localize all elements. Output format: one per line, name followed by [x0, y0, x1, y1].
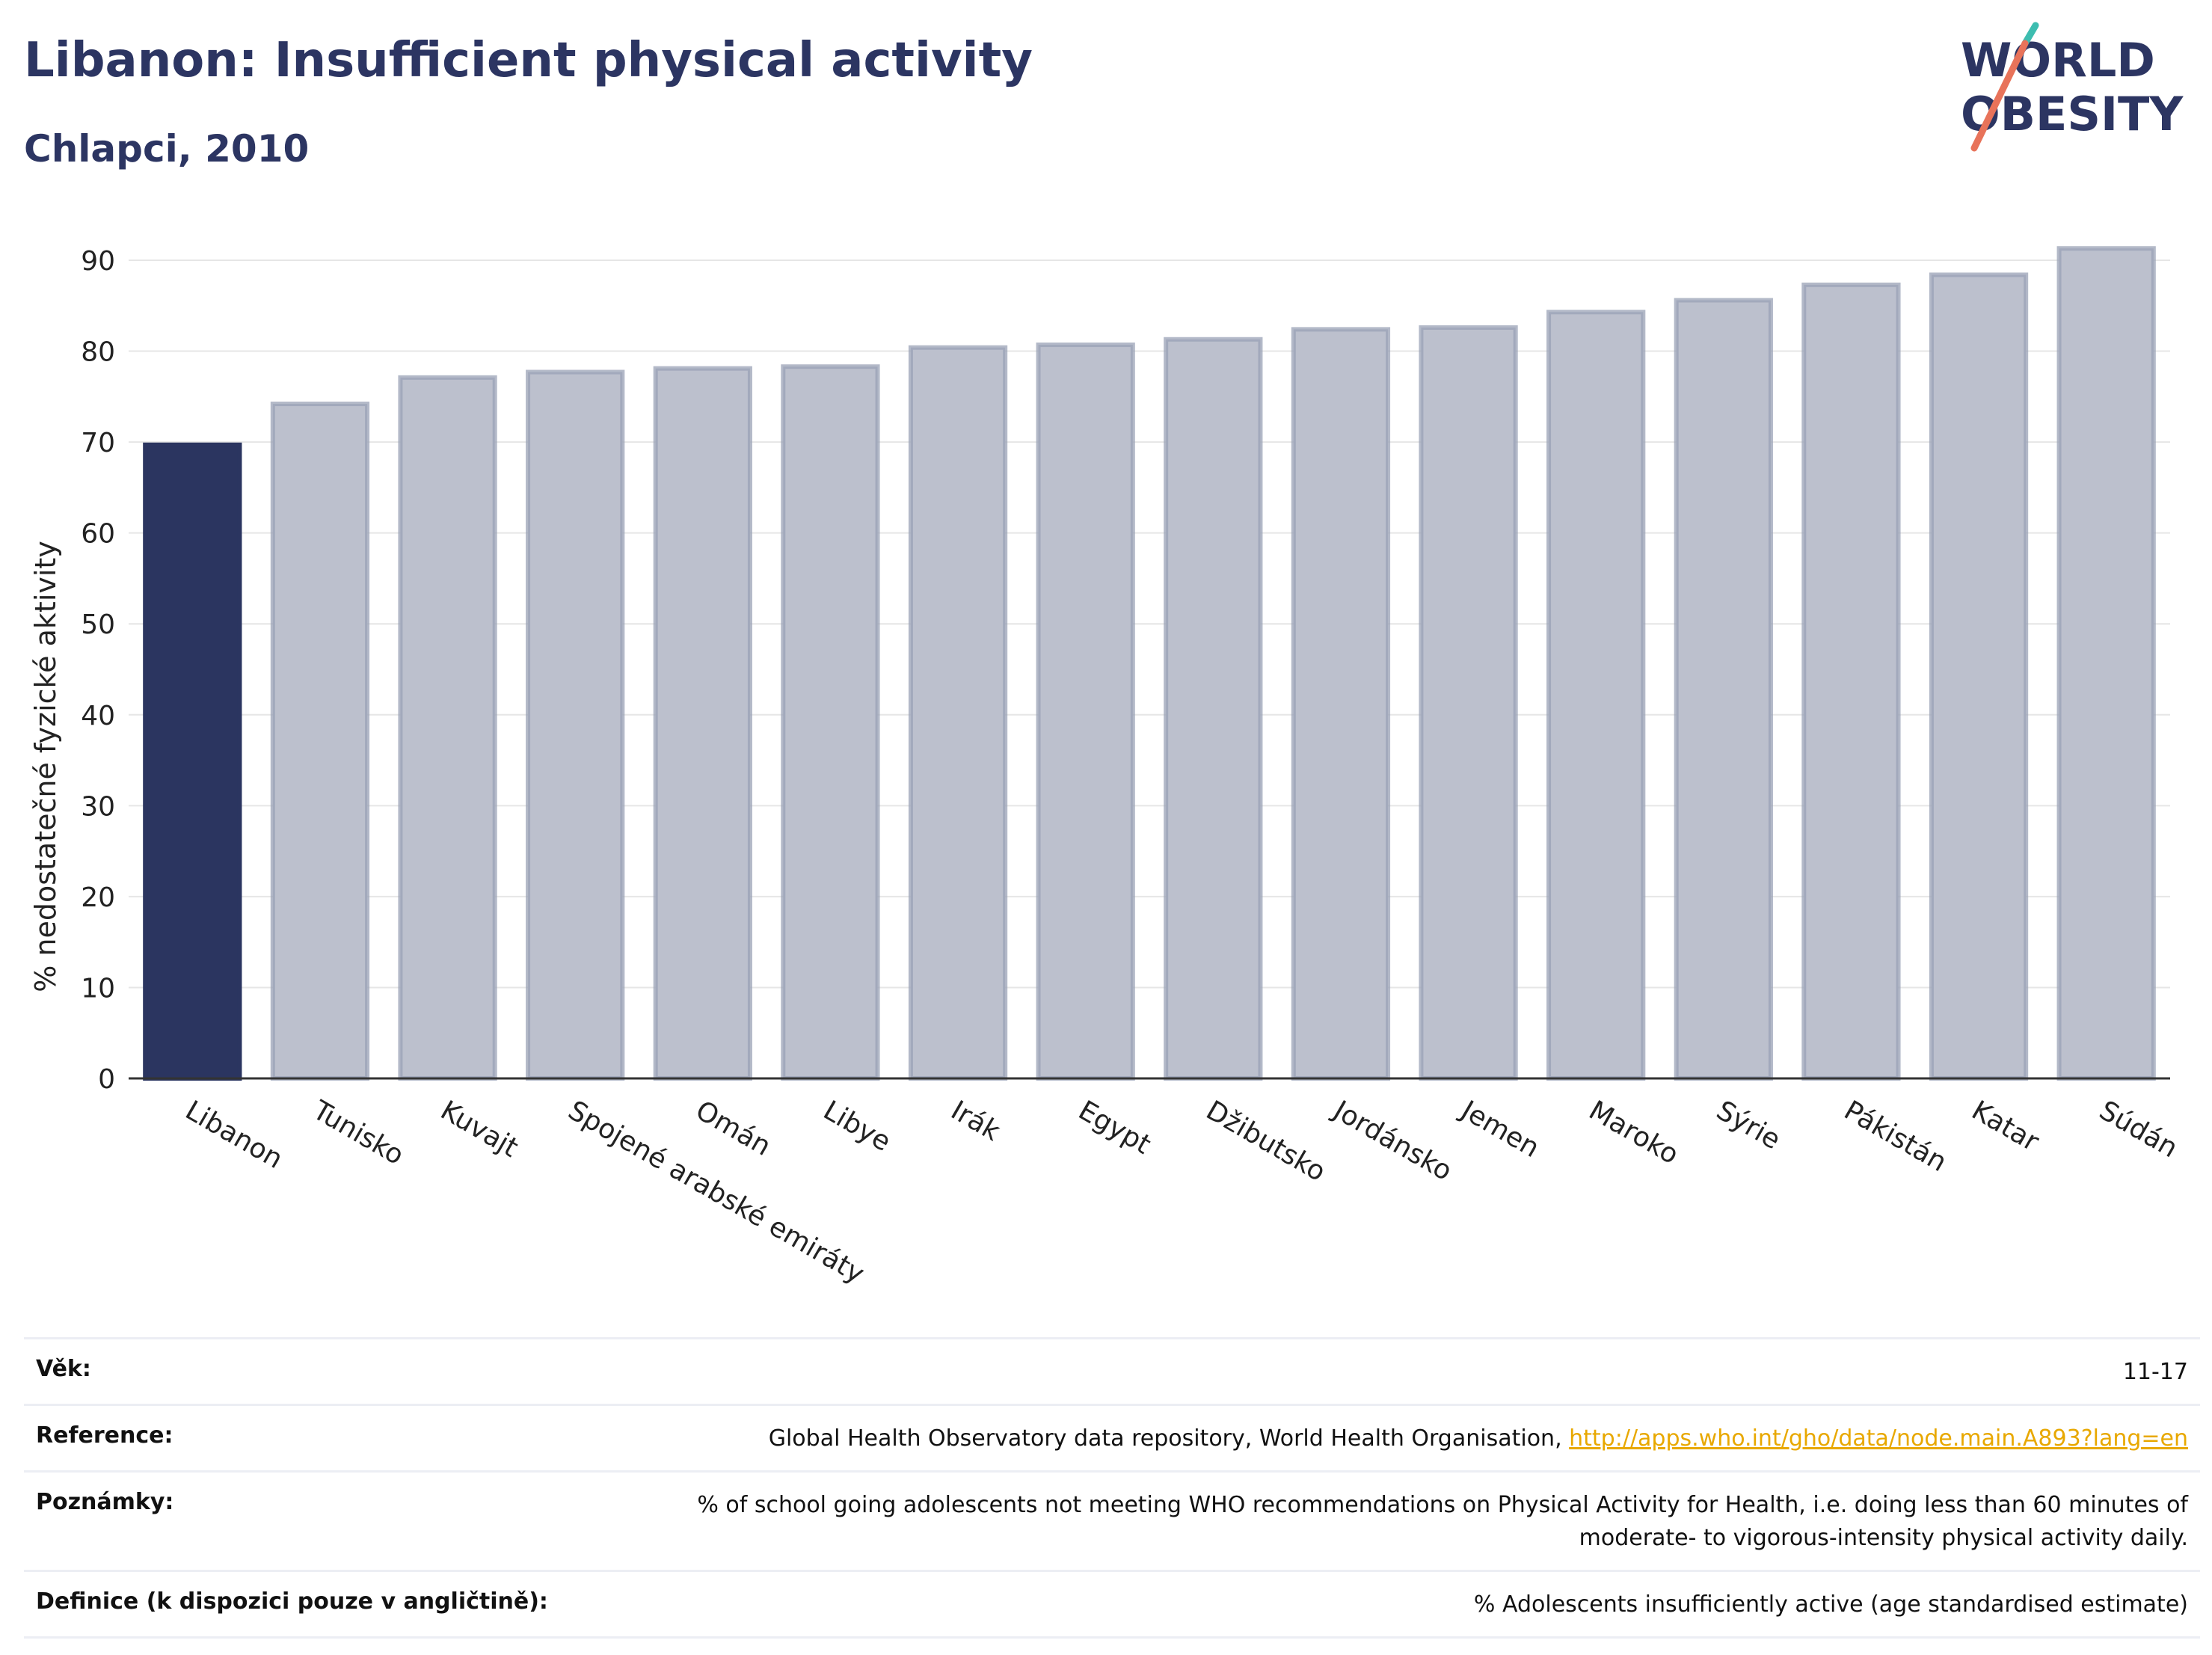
- reference-label: Reference:: [36, 1422, 173, 1449]
- notes-line1: % of school going adolescents not meetin…: [697, 1492, 2188, 1518]
- x-tick-label: Maroko: [1584, 1095, 1684, 1170]
- meta-row-reference: Reference: Global Health Observatory dat…: [24, 1404, 2200, 1470]
- notes-value: % of school going adolescents not meetin…: [697, 1489, 2188, 1555]
- x-tick-label: Omán: [690, 1095, 775, 1162]
- meta-row-definition: Definice (k dispozici pouze v angličtině…: [24, 1570, 2200, 1639]
- x-tick-label: Sýrie: [1711, 1095, 1785, 1155]
- chart-title: Libanon: Insufficient physical activity: [24, 33, 1033, 88]
- reference-text: Global Health Observatory data repositor…: [768, 1425, 1570, 1452]
- y-tick-label: 60: [81, 519, 115, 550]
- age-label: Věk:: [36, 1356, 91, 1382]
- y-axis-label: % nedostatečné fyzické aktivity: [29, 541, 62, 992]
- x-tick-label: Jemen: [1454, 1094, 1544, 1164]
- bar-10: [1291, 327, 1391, 1081]
- bar-1: [143, 442, 242, 1081]
- metadata-table: Věk: 11-17 Reference: Global Health Obse…: [24, 1337, 2200, 1639]
- bar-16: [2056, 246, 2156, 1081]
- x-tick-label: Kuvajt: [435, 1095, 523, 1164]
- bar-13: [1674, 298, 1773, 1081]
- definition-label: Definice (k dispozici pouze v angličtině…: [36, 1588, 548, 1615]
- meta-row-notes: Poznámky: % of school going adolescents …: [24, 1470, 2200, 1570]
- meta-row-age: Věk: 11-17: [24, 1337, 2200, 1404]
- y-tick-label: 50: [81, 610, 115, 640]
- y-tick-label: 80: [81, 337, 115, 368]
- x-tick-label: Libye: [818, 1095, 896, 1158]
- y-tick-label: 70: [81, 428, 115, 458]
- bar-chart: 0 10 20 30 40 50 60 70 80 90 Libanon Tunisko Kuvajt S…: [29, 246, 2183, 1290]
- bar-15: [1929, 272, 2029, 1081]
- y-tick-label: 30: [81, 791, 115, 822]
- y-tick-label: 90: [81, 246, 115, 277]
- notes-label: Poznámky:: [36, 1489, 174, 1515]
- x-tick-label: Irák: [946, 1095, 1006, 1147]
- bar-11: [1419, 325, 1518, 1081]
- bars: [143, 246, 2156, 1081]
- y-tick-label: 0: [98, 1064, 115, 1095]
- x-tick-label: Katar: [1967, 1095, 2044, 1158]
- bar-7: [908, 345, 1008, 1081]
- age-value: 11-17: [2122, 1359, 2188, 1385]
- reference-link[interactable]: http://apps.who.int/gho/data/node.main.A…: [1569, 1425, 2188, 1452]
- definition-value: % Adolescents insufficiently active (age…: [1473, 1591, 2188, 1618]
- y-tick-label: 40: [81, 701, 115, 731]
- bar-6: [781, 364, 880, 1081]
- bar-2: [270, 402, 370, 1081]
- reference-value: Global Health Observatory data repositor…: [769, 1422, 2188, 1455]
- bar-12: [1546, 310, 1646, 1081]
- x-tick-label: Súdán: [2094, 1095, 2183, 1164]
- logo-line1: WORLD: [1961, 33, 2155, 87]
- bar-8: [1036, 343, 1135, 1081]
- world-obesity-logo: WORLD OBESITY: [1961, 22, 2184, 152]
- bar-9: [1164, 337, 1263, 1081]
- x-tick-label: Jordánsko: [1327, 1094, 1457, 1187]
- y-tick-label: 20: [81, 882, 115, 913]
- y-tick-label: 10: [81, 973, 115, 1004]
- notes-line2: moderate- to vigorous-intensity physical…: [1579, 1525, 2188, 1551]
- x-tick-label: Tunisko: [307, 1095, 409, 1171]
- bar-4: [526, 369, 625, 1081]
- x-tick-label: Džibutsko: [1201, 1095, 1331, 1188]
- x-tick-label: Pákistán: [1839, 1095, 1952, 1178]
- logo-slash-teal: [2021, 22, 2039, 47]
- bar-3: [398, 375, 497, 1081]
- bar-5: [653, 366, 752, 1081]
- x-tick-label: Libanon: [180, 1095, 288, 1175]
- x-tick-label: Egypt: [1073, 1095, 1155, 1160]
- bar-14: [1801, 282, 1901, 1081]
- logo-slash-coral: [1970, 40, 2029, 152]
- chart-subtitle: Chlapci, 2010: [24, 127, 310, 171]
